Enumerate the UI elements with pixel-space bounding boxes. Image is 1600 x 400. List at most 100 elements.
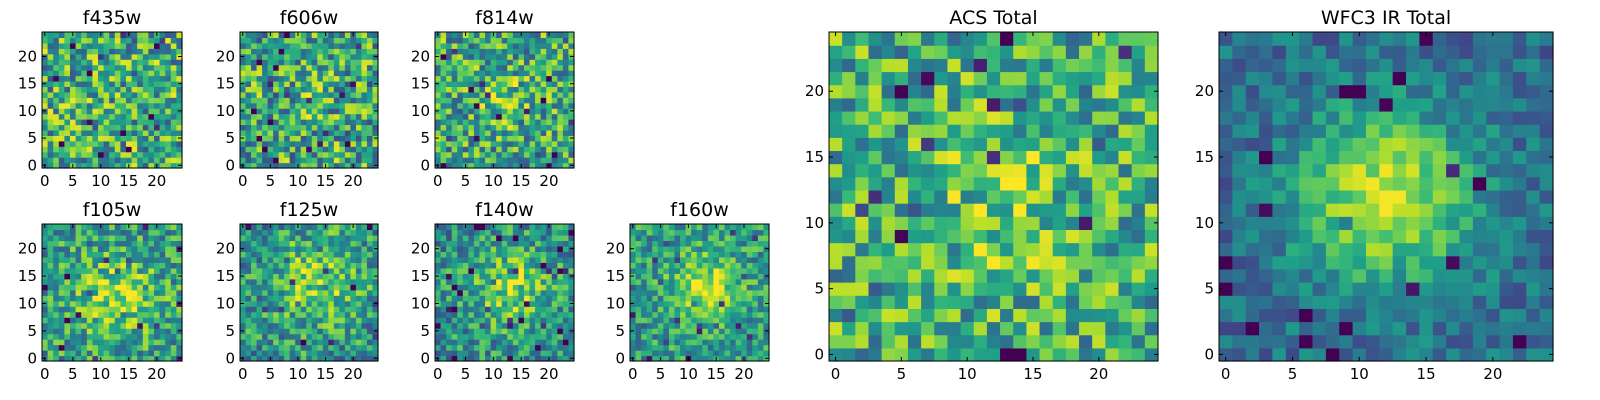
heatmap-cell [557,64,564,71]
heatmap-cell [58,32,65,39]
heatmap-cell [641,306,648,313]
heatmap-cell [256,355,263,362]
heatmap-cell [652,355,659,362]
heatmap-cell [75,53,82,60]
heatmap-cell [58,64,65,71]
heatmap-cell [240,102,247,109]
heatmap-cell [1105,216,1120,230]
heatmap-cell [479,355,486,362]
heatmap-cell [355,32,363,39]
heatmap-cell [713,240,720,247]
heatmap-cell [120,97,127,104]
heatmap-cell [344,240,351,247]
heatmap-cell [535,273,542,280]
heatmap-cell [741,284,748,291]
heatmap-cell [372,322,379,329]
heatmap-cell [256,289,263,296]
heatmap-cell [562,295,570,302]
heatmap-cell [746,256,753,263]
heatmap-cell [355,262,363,269]
heatmap-cell [262,273,269,280]
heatmap-cell [148,151,155,158]
heatmap-cell [42,267,49,274]
heatmap-cell [1118,268,1133,283]
heatmap-cell [562,234,570,242]
heatmap-cell [691,311,698,318]
heatmap-cell [284,333,291,340]
heatmap-cell [92,119,99,126]
heatmap-cell [240,306,247,313]
heatmap-cell [457,333,464,340]
heatmap-cell [311,306,318,313]
heatmap-cell [154,306,161,313]
heatmap-cell [256,284,263,291]
heatmap-cell [300,229,307,236]
heatmap-cell [881,189,896,204]
heatmap-cell [322,37,329,44]
heatmap-cell [551,245,558,252]
heatmap-cell [496,162,503,169]
heatmap-cell [317,113,324,120]
heatmap-cell [635,322,642,329]
heatmap-cell [273,151,280,158]
heatmap-cell [947,163,962,178]
heatmap-cell [176,86,183,93]
heatmap-cell [490,48,497,55]
heatmap-cell [894,229,909,244]
heatmap-cell [366,229,374,236]
heatmap-cell [551,273,558,280]
heatmap-cell [479,80,486,87]
heatmap-cell [70,273,77,280]
heatmap-cell [92,59,99,66]
heatmap-cell [512,240,519,247]
heatmap-cell [462,267,469,274]
heatmap-cell [451,157,458,164]
heatmap-cell [724,273,731,280]
heatmap-cell [306,80,313,87]
heatmap-cell [42,140,49,147]
heatmap-cell [829,163,843,178]
heatmap-cell [718,224,726,231]
heatmap-cell [120,86,127,93]
heatmap-cell [47,119,54,126]
heatmap-cell [109,53,116,60]
heatmap-cell [730,262,737,269]
heatmap-cell [562,75,570,82]
heatmap-cell [42,306,49,313]
heatmap-cell [170,64,177,71]
heatmap-cell [921,150,935,165]
heatmap-cell [339,339,346,346]
heatmap-cell [109,151,116,158]
heatmap-cell [1105,255,1120,270]
y-tick-label: 0 [27,349,37,367]
heatmap-cell [300,151,307,158]
heatmap-cell [724,240,731,247]
heatmap-cell [131,295,138,302]
heatmap-cell [763,224,770,231]
heatmap-cell [691,295,698,302]
heatmap-cell [98,333,105,340]
heatmap-cell [170,328,177,335]
heatmap-cell [245,278,252,285]
heatmap-cell [518,113,525,120]
heatmap-cell [350,350,357,357]
heatmap-cell [440,317,447,324]
heatmap-cell [366,350,374,357]
heatmap-cell [92,146,99,153]
heatmap-cell [64,322,71,329]
heatmap-cell [273,278,280,285]
heatmap-cell [350,91,357,98]
heatmap-cell [98,300,105,307]
heatmap-cell [702,300,709,307]
heatmap-cell [322,157,329,164]
heatmap-cell [311,355,318,362]
heatmap-cell [562,262,570,269]
heatmap-cell [333,262,340,269]
heatmap-cell [668,344,676,351]
heatmap-cell [529,273,536,280]
heatmap-cell [137,32,144,39]
heatmap-cell [512,267,519,274]
heatmap-cell [646,300,653,307]
heatmap-cell [479,229,486,236]
heatmap-cell [126,157,133,164]
